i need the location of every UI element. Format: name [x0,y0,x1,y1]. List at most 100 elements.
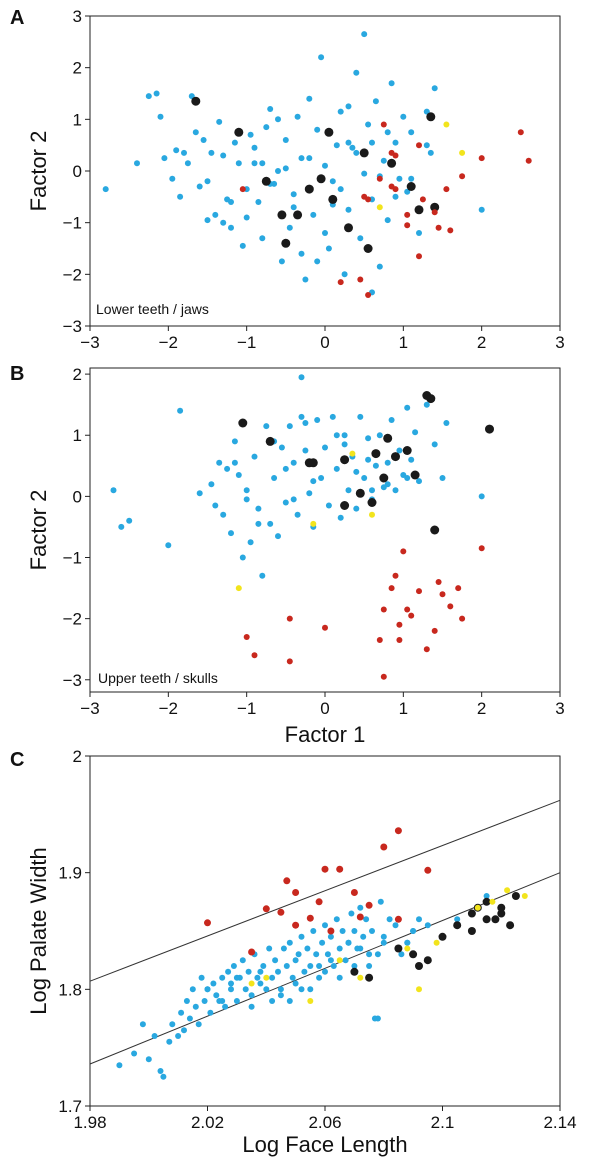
blue-point [181,149,187,156]
blue-point [330,963,337,969]
y-tick-label: 1 [73,426,82,445]
black-point [293,210,303,220]
blue-point [231,459,238,466]
blue-point [439,475,446,481]
blue-point [377,898,384,905]
blue-point [283,963,290,969]
blue-point [134,160,140,167]
blue-point [224,465,231,472]
blue-point [139,1021,146,1028]
blue-point [183,998,190,1004]
blue-point [216,459,223,466]
red-point [416,253,422,260]
blue-point [247,539,254,546]
blue-point [212,502,219,509]
yellow-point [433,939,440,946]
red-point [283,877,291,885]
black-point [497,903,506,912]
y-tick-label: 0 [73,162,82,181]
blue-point [298,374,305,381]
red-point [243,634,250,640]
blue-point [263,986,270,993]
blue-point [260,963,267,969]
blue-point [427,149,434,156]
blue-point [242,986,249,993]
blue-point [307,986,314,993]
red-point [478,545,485,552]
blue-point [327,933,334,940]
blue-point [304,945,311,952]
blue-point [342,957,349,964]
y-tick-label: 1 [73,110,82,129]
blue-point [298,155,305,162]
blue-point [322,444,328,451]
red-point [204,919,211,927]
blue-point [318,475,325,481]
blue-point [314,417,321,423]
yellow-point [489,898,496,905]
y-tick-label: 1.8 [58,980,82,999]
red-point [350,889,358,896]
yellow-point [521,893,528,899]
blue-point [208,149,215,156]
red-point [424,866,432,874]
blue-point [259,235,266,242]
blue-point [219,998,226,1004]
black-point [281,238,291,248]
y-tick-label: 2 [73,747,82,766]
blue-point [361,31,368,38]
blue-point [257,980,264,987]
blue-point [271,475,278,481]
blue-point [349,144,356,151]
x-tick-label: −1 [237,333,256,352]
x-tick-label: 0 [320,699,329,718]
blue-point [251,160,258,167]
blue-point [102,186,109,193]
black-point [394,944,403,953]
panel-a: A −3 −2 −1 0 1 2 3 3 2 1 0 −1 −2 −3 Lower teeth / jaw… [10,7,565,352]
red-point [525,157,532,164]
blue-point [248,992,255,999]
blue-point [357,945,364,952]
red-point [404,606,411,613]
blue-point [310,211,317,218]
blue-point [301,968,308,975]
blue-point [345,139,352,146]
red-point [239,186,246,193]
blue-point [153,90,160,97]
red-point [365,196,372,203]
blue-point [181,1027,187,1034]
blue-point [341,432,348,439]
black-point [238,418,248,428]
x-tick-label: 2.14 [543,1113,576,1132]
black-point [453,921,462,930]
blue-point [131,1050,138,1057]
black-point [363,244,373,253]
blue-point [292,957,299,964]
blue-point [145,1056,152,1063]
black-point [304,184,314,194]
blue-point [204,986,211,993]
blue-point [345,487,352,494]
blue-point [380,939,387,946]
x-tick-label: 2 [477,333,486,352]
blue-point [198,974,205,981]
blue-point [396,447,403,454]
red-point [435,224,442,231]
blue-point [372,98,379,105]
blue-point [145,93,152,100]
yellow-point [474,904,481,911]
red-point [306,914,314,922]
x-tick-label: −1 [237,699,256,718]
blue-point [372,462,379,469]
blue-point [196,183,203,190]
yellow-point [263,974,270,981]
panel-a-letter: A [10,7,24,29]
blue-point [286,423,293,430]
blue-point [225,968,232,975]
blue-point [192,129,199,136]
panel-b-frame [89,367,561,693]
blue-point [404,939,411,946]
panel-c-letter: C [10,749,24,771]
blue-point [369,139,375,146]
